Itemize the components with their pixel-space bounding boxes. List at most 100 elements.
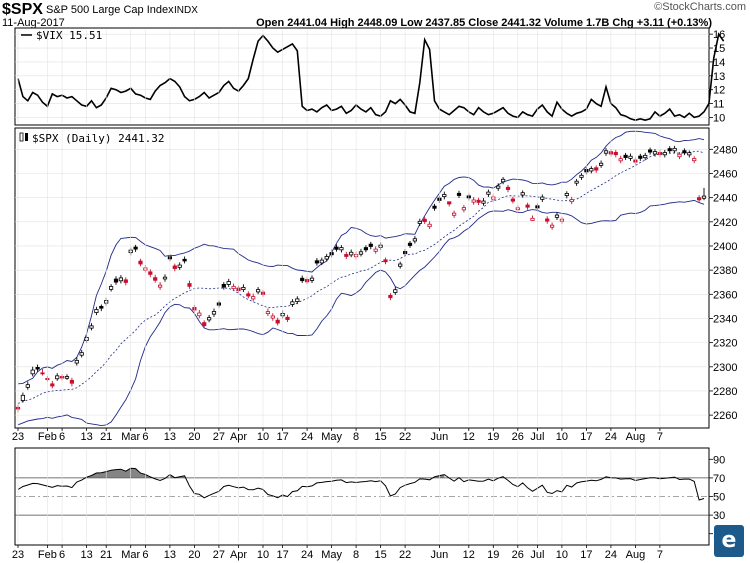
candle-body [652, 151, 658, 155]
candle-body [118, 277, 123, 282]
candle-body [187, 283, 192, 287]
candle-body [344, 254, 349, 257]
price-legend-text: $SPX (Daily) 2441.32 [32, 132, 164, 145]
candle-body [35, 367, 40, 370]
rsi-tick-label: 70 [713, 473, 725, 485]
date-tick-label: 10 [556, 549, 568, 561]
candle-body [197, 312, 202, 317]
date-tick-label: Apr [230, 431, 247, 443]
candle-body [388, 294, 393, 299]
candle-body [589, 168, 594, 172]
price-panel: 2260 2280 2300 2320 2340 2360 2380 2400 2420 2440… [15, 130, 737, 427]
candle-body [255, 289, 261, 293]
candle-body [69, 379, 74, 384]
date-tick-label: 13 [80, 431, 92, 443]
candle-body [177, 264, 182, 268]
candle-body [319, 259, 324, 264]
rsi-tick-label: 50 [713, 492, 725, 504]
candle-body [618, 158, 623, 162]
price-tick-label: 2360 [713, 289, 737, 301]
date-tick-label: Jun [431, 549, 449, 561]
candle-body [530, 217, 535, 221]
date-tick-label: 7 [657, 431, 663, 443]
date-tick-label: Jul [530, 549, 544, 561]
vix-tick-label: 12 [713, 85, 725, 97]
price-tick-label: 2320 [713, 338, 737, 350]
candle-body [373, 248, 378, 252]
candle-body [109, 286, 114, 290]
price-tick-label: 2260 [713, 410, 737, 422]
date-tick-label: 20 [188, 549, 200, 561]
candle-body [50, 383, 55, 387]
candle-body [251, 296, 256, 300]
price-tick-label: 2280 [713, 386, 737, 398]
date-tick-label: 21 [100, 431, 112, 443]
date-tick-label: 6 [59, 549, 65, 561]
date-tick-label: 17 [276, 549, 288, 561]
date-tick-label: 19 [487, 549, 499, 561]
date-tick-label: 26 [512, 549, 524, 561]
candle-body [638, 155, 643, 159]
candle-body [138, 260, 143, 265]
candle-body [94, 309, 99, 313]
date-axis: 2323FebFeb6613132121MarMar66131320202727… [12, 30, 663, 561]
date-tick-label: 26 [512, 431, 524, 443]
candle-body [422, 218, 427, 222]
candle-body [221, 284, 226, 288]
candle-body [324, 256, 329, 260]
date-tick-label: May [321, 431, 342, 443]
date-tick-label: 22 [399, 549, 411, 561]
candle-body [476, 199, 481, 203]
candle-body [442, 193, 447, 197]
candle-body [564, 193, 569, 197]
candle-body [432, 205, 437, 209]
vix-legend: $VIX 15.51 [21, 29, 102, 42]
candle-body [226, 281, 231, 285]
candle-body [451, 212, 457, 216]
candle-body [202, 322, 207, 327]
date-tick-label: 6 [142, 549, 148, 561]
candle-body [241, 287, 246, 290]
vix-line [17, 32, 725, 122]
date-tick-label: Feb [38, 549, 57, 561]
candle-body [30, 369, 35, 375]
vix-tick-label: 14 [713, 57, 725, 69]
candle-body [525, 204, 530, 208]
candle-body [368, 243, 373, 247]
candle-body [603, 150, 609, 154]
candle-body [285, 316, 290, 320]
candle-body [569, 199, 574, 203]
date-tick-label: 7 [657, 549, 663, 561]
rsi-tick-label: 90 [713, 454, 725, 466]
date-tick-label: Jun [431, 431, 449, 443]
price-tick-label: 2480 [713, 144, 737, 156]
date-tick-label: 15 [374, 549, 386, 561]
date-tick-label: 6 [142, 431, 148, 443]
candle-body [339, 247, 344, 251]
candle-body [133, 246, 138, 250]
candle-body [594, 167, 599, 171]
candle-body [471, 199, 476, 203]
candle-body [270, 315, 275, 319]
candle-body [20, 394, 26, 401]
candle-body [427, 223, 432, 228]
candle-body [157, 284, 163, 288]
candle-body [231, 286, 236, 290]
candle-body [701, 195, 707, 199]
exchange: INDX [174, 5, 198, 16]
date-tick-label: 6 [59, 431, 65, 443]
candle-body [623, 154, 628, 158]
candle-body [672, 147, 677, 152]
candle-body [153, 277, 158, 281]
symbol: $SPX [2, 1, 43, 18]
price-tick-label: 2420 [713, 217, 737, 229]
date-tick-label: 24 [301, 431, 313, 443]
date-tick-label: 20 [188, 431, 200, 443]
candle-body [162, 276, 168, 280]
date-tick-label: 8 [353, 549, 359, 561]
stockcharts-logo[interactable]: e [714, 525, 744, 557]
price-tick-label: 2380 [713, 265, 737, 277]
candle-body [74, 359, 79, 364]
candle-body [290, 301, 295, 305]
